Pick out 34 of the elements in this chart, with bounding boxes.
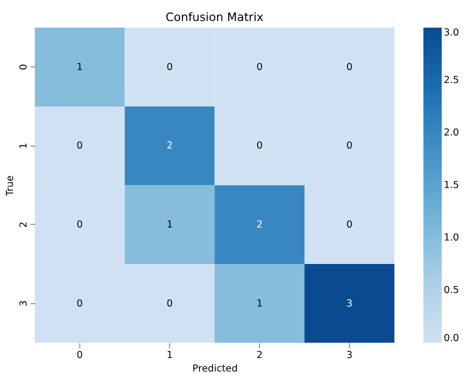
data-label: 1 [76,62,83,73]
color-bar-label: 1.5 [444,180,460,192]
x-tick-label: 1 [166,350,173,361]
data-label: 0 [346,220,353,231]
data-label: 2 [256,220,263,231]
color-bar-label: 0.5 [444,285,460,296]
y-tick-label: 0 [18,64,30,70]
y-tick-label: 1 [18,142,30,149]
data-label: 0 [346,140,353,152]
color-bar-label: 0.0 [444,332,460,344]
data-label: 1 [166,220,173,231]
color-bar-label: 3.0 [444,27,460,38]
x-tick-label: 2 [256,350,263,361]
data-label: 0 [76,140,83,152]
data-label: 3 [346,298,353,310]
y-tick-label: 2 [18,222,30,228]
data-label: 0 [256,62,263,73]
x-tick-label: 0 [76,350,83,361]
y-tick-label: 3 [18,300,30,306]
data-label: 0 [166,62,173,73]
data-label: 0 [346,62,353,73]
data-label: 2 [166,140,173,152]
color-bar-label: 2.0 [444,128,460,139]
data-label: 0 [76,220,83,231]
color-bar-label: 1.0 [444,232,460,244]
data-label: 1 [256,298,263,310]
y-axis-title: True [5,175,16,197]
color-bar-label: 2.5 [444,75,460,86]
data-label: 0 [256,140,263,152]
data-label: 0 [166,298,173,310]
data-label: 0 [76,298,83,310]
x-axis-title: Predicted [192,363,238,374]
chart-title: Confusion Matrix [166,10,264,24]
x-tick-label: 3 [346,350,353,361]
